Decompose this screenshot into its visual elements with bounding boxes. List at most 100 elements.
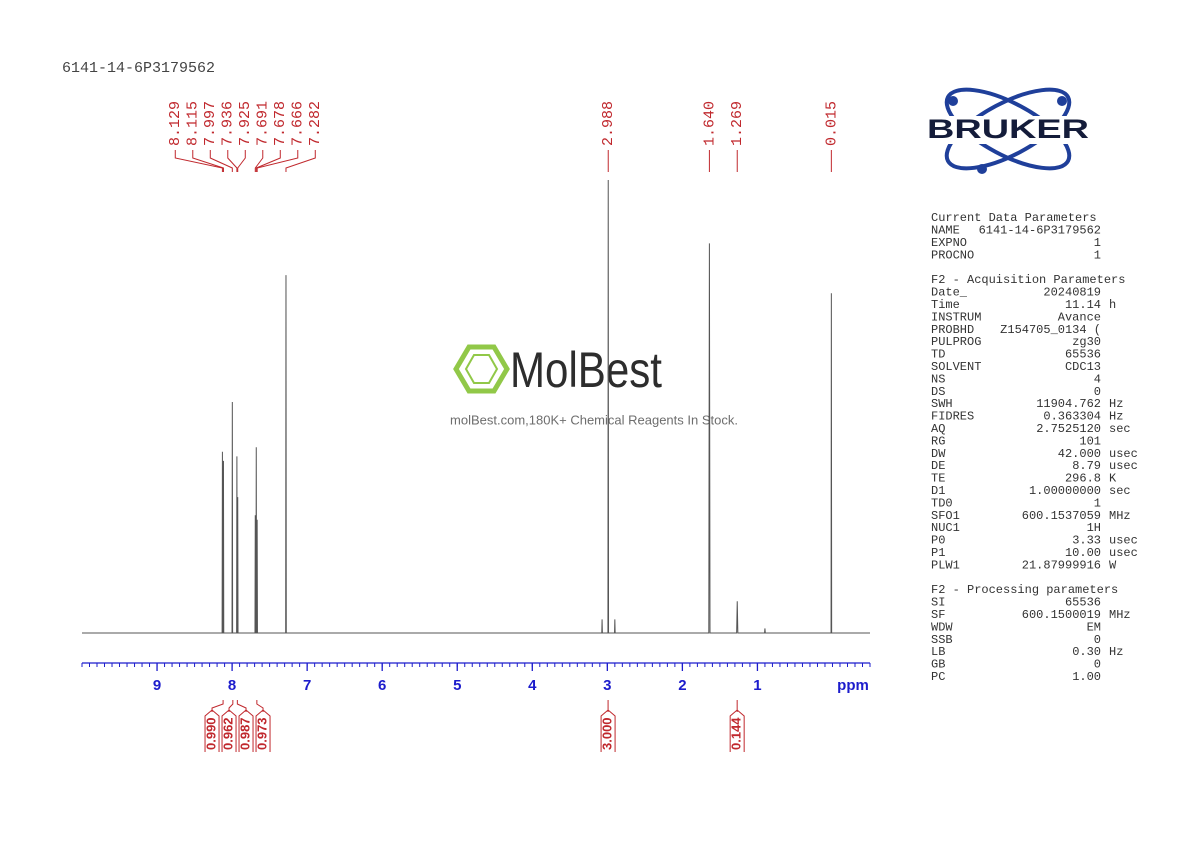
parameter-value: 1 xyxy=(1094,248,1101,262)
integral-bracket xyxy=(729,700,745,752)
peak-label: 2.988 xyxy=(600,101,617,146)
peak-label: 1.269 xyxy=(729,101,746,146)
parameter-value: 0 xyxy=(1094,633,1101,647)
watermark-logo-inner xyxy=(464,354,499,384)
parameter-key: AQ xyxy=(931,422,945,436)
parameter-key: DE xyxy=(931,459,945,473)
parameter-value: 3.33 xyxy=(1072,534,1101,548)
parameter-key: P1 xyxy=(931,546,945,560)
integral-bracket xyxy=(204,700,224,752)
peak-leader xyxy=(174,150,223,172)
x-axis-label: ppm xyxy=(837,677,869,694)
x-tick-label: 3 xyxy=(603,677,611,694)
peak-label: 7.678 xyxy=(272,101,289,146)
x-tick-label: 8 xyxy=(228,677,236,694)
parameter-value: 8.79 xyxy=(1072,459,1101,473)
parameter-value: CDC13 xyxy=(1065,360,1101,374)
parameter-key: P0 xyxy=(931,534,945,548)
parameter-value: zg30 xyxy=(1072,335,1101,349)
parameter-value: 600.1500019 xyxy=(1022,608,1101,622)
parameter-value: 600.1537059 xyxy=(1022,509,1101,523)
watermark-logo xyxy=(453,344,510,394)
integral-label: 0.987 xyxy=(237,717,252,750)
peak-label: 7.691 xyxy=(255,101,272,146)
parameter-key: Date_ xyxy=(931,286,968,300)
parameter-value: 1.00 xyxy=(1072,670,1101,684)
peak-label: 7.936 xyxy=(220,101,237,146)
parameter-unit: sec xyxy=(1109,484,1131,498)
parameter-key: SOLVENT xyxy=(931,360,981,374)
peak-label: 7.925 xyxy=(237,101,254,146)
parameter-value: 1H xyxy=(1087,521,1101,535)
parameter-key: D1 xyxy=(931,484,945,498)
parameter-key: WDW xyxy=(931,620,953,634)
parameter-unit: MHz xyxy=(1109,509,1131,523)
parameter-unit: MHz xyxy=(1109,608,1131,622)
bruker-logo: BRUKER xyxy=(926,87,1090,174)
watermark-caption: molBest.com,180K+ Chemical Reagents In S… xyxy=(450,412,738,427)
logo-dot xyxy=(1057,96,1067,106)
integral-bracket xyxy=(221,700,237,752)
parameter-key: SFO1 xyxy=(931,509,960,523)
parameter-value: 6141-14-6P3179562 xyxy=(979,224,1101,238)
parameter-value: 0.30 xyxy=(1072,645,1101,659)
integral-bracket xyxy=(600,700,616,752)
peak-label: 7.666 xyxy=(290,101,307,146)
parameter-key: SI xyxy=(931,596,945,610)
peak-label: 7.282 xyxy=(307,101,324,146)
logo-orbit xyxy=(944,87,1072,171)
peak-leader xyxy=(256,150,299,172)
x-tick-label: 2 xyxy=(678,677,686,694)
logo-dot xyxy=(948,96,958,106)
parameter-key: SF xyxy=(931,608,945,622)
parameter-key: DS xyxy=(931,385,945,399)
parameter-key: Time xyxy=(931,298,960,312)
parameter-key: TD0 xyxy=(931,496,953,510)
parameter-section-title: F2 - Processing parameters xyxy=(931,583,1118,597)
parameter-unit: usec xyxy=(1109,447,1138,461)
parameter-key: PC xyxy=(931,670,945,684)
parameter-unit: sec xyxy=(1109,422,1131,436)
parameter-unit: usec xyxy=(1109,534,1138,548)
parameter-value: 65536 xyxy=(1065,348,1101,362)
parameter-key: PULPROG xyxy=(931,335,981,349)
peak-label: 1.640 xyxy=(701,101,718,146)
parameter-value: EM xyxy=(1087,620,1101,634)
logo-text: BRUKER xyxy=(927,114,1089,144)
logo-band xyxy=(926,116,1090,144)
parameter-value: 0 xyxy=(1094,658,1101,672)
logo-dot xyxy=(977,164,987,174)
peak-label: 8.115 xyxy=(185,101,202,146)
parameter-section-title: F2 - Acquisition Parameters xyxy=(931,273,1125,287)
parameter-unit: h xyxy=(1109,298,1116,312)
parameter-value: 21.87999916 xyxy=(1022,558,1101,572)
parameter-value: 11904.762 xyxy=(1036,397,1101,411)
x-tick-label: 6 xyxy=(378,677,386,694)
parameter-unit: Hz xyxy=(1109,645,1123,659)
peak-leader xyxy=(209,150,233,172)
parameter-value: 11.14 xyxy=(1065,298,1101,312)
parameter-unit: Hz xyxy=(1109,397,1123,411)
integral-bracket xyxy=(255,700,271,752)
parameter-value: 4 xyxy=(1094,372,1101,386)
parameter-key: LB xyxy=(931,645,945,659)
peak-leader xyxy=(254,150,264,172)
parameter-section-title: Current Data Parameters xyxy=(931,211,1097,225)
parameter-key: NS xyxy=(931,372,945,386)
x-tick-label: 1 xyxy=(753,677,761,694)
peak-label: 7.997 xyxy=(202,101,219,146)
parameter-value: 65536 xyxy=(1065,596,1101,610)
parameter-unit: Hz xyxy=(1109,410,1123,424)
parameter-key: FIDRES xyxy=(931,410,974,424)
x-tick-label: 4 xyxy=(528,677,537,694)
parameter-key: GB xyxy=(931,658,945,672)
parameter-key: INSTRUM xyxy=(931,310,981,324)
parameter-key: NUC1 xyxy=(931,521,960,535)
parameter-value: 0.363304 xyxy=(1043,410,1101,424)
parameter-value: Z154705_0134 ( xyxy=(1000,323,1101,337)
x-tick-label: 5 xyxy=(453,677,461,694)
parameter-key: EXPNO xyxy=(931,236,967,250)
parameter-key: TD xyxy=(931,348,945,362)
parameter-value: 10.00 xyxy=(1065,546,1101,560)
